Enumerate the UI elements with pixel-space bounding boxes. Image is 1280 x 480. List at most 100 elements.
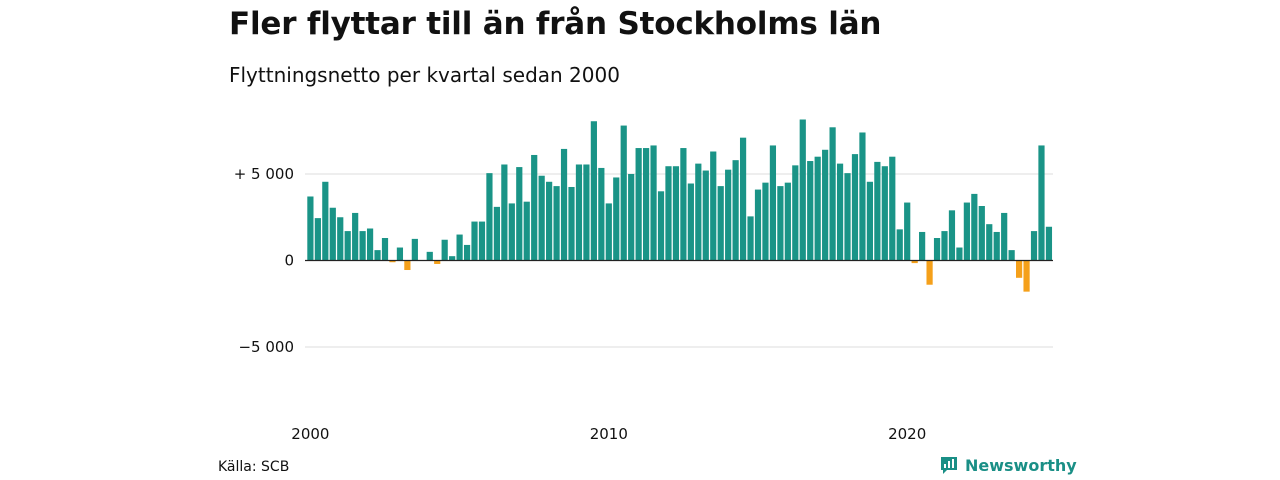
bar <box>352 212 359 261</box>
bar <box>710 151 717 261</box>
bar <box>650 145 657 261</box>
bar <box>1001 212 1008 261</box>
bar <box>337 217 344 261</box>
bar <box>628 174 635 261</box>
bar <box>374 250 381 261</box>
bar <box>680 148 687 261</box>
bar <box>434 260 441 264</box>
bar <box>404 260 411 271</box>
bar <box>881 166 888 261</box>
bar <box>1023 260 1030 292</box>
brand-logo[interactable]: Newsworthy <box>939 455 1077 475</box>
bar <box>836 163 844 261</box>
bar <box>553 186 560 261</box>
bar <box>859 132 866 261</box>
bar <box>829 127 836 261</box>
bar <box>381 238 389 261</box>
bar <box>531 154 538 261</box>
bar <box>739 137 747 261</box>
bar <box>717 186 724 261</box>
y-tick-label: + 5 000 <box>234 165 294 183</box>
bar <box>732 160 739 261</box>
bar <box>919 231 926 261</box>
bar <box>986 224 993 261</box>
bar <box>463 244 471 261</box>
bar <box>605 203 612 261</box>
bar <box>695 163 702 261</box>
bar <box>643 148 650 261</box>
bar <box>590 121 597 261</box>
bar <box>702 170 709 261</box>
bar <box>516 167 523 261</box>
bar <box>1030 231 1038 261</box>
bar <box>747 216 754 261</box>
bar <box>1045 226 1053 261</box>
bar <box>620 125 627 261</box>
bar <box>784 182 791 261</box>
bar <box>560 148 568 261</box>
x-tick-label: 2000 <box>291 425 329 443</box>
chart-subtitle: Flyttningsnetto per kvartal sedan 2000 <box>229 63 620 87</box>
bar <box>613 177 620 261</box>
bar <box>963 202 970 261</box>
bar <box>941 231 948 261</box>
bar <box>344 231 351 261</box>
chart-title: Fler flyttar till än från Stockholms län <box>229 6 882 42</box>
bar <box>396 247 404 261</box>
bar <box>493 206 500 261</box>
bar <box>769 145 777 261</box>
bar <box>822 149 829 261</box>
bar <box>314 218 321 261</box>
bars <box>307 119 1053 292</box>
bar <box>956 247 963 261</box>
bar <box>478 221 486 261</box>
bar <box>1008 250 1015 261</box>
bar <box>911 260 918 264</box>
bar <box>575 164 583 261</box>
newsworthy-logo-icon <box>941 457 957 474</box>
y-tick-label: 0 <box>284 252 294 270</box>
bar <box>322 181 329 261</box>
bar <box>993 231 1000 261</box>
bar <box>851 154 859 261</box>
axes: + 5 000 0 −5 000 2000 2010 2020 <box>234 165 1053 443</box>
x-tick-label: 2020 <box>888 425 926 443</box>
bar <box>471 221 478 261</box>
bar <box>814 156 821 261</box>
bar <box>799 119 806 261</box>
bar <box>657 191 665 261</box>
bar <box>508 203 515 261</box>
bar <box>449 256 456 261</box>
bar <box>598 167 605 261</box>
bar <box>948 210 956 261</box>
bar <box>456 234 463 261</box>
bar <box>538 175 545 261</box>
bar <box>359 231 366 261</box>
bar <box>762 182 769 261</box>
bar <box>1016 260 1023 278</box>
bar <box>725 169 732 261</box>
bar <box>807 161 814 261</box>
bar <box>307 196 314 261</box>
bar <box>672 166 680 261</box>
bar <box>411 238 418 261</box>
bar <box>978 206 985 261</box>
bar <box>523 201 530 261</box>
bar <box>635 148 642 261</box>
bar <box>665 166 672 261</box>
bar <box>844 173 851 261</box>
bar <box>874 161 881 261</box>
bar <box>687 183 694 261</box>
bar <box>366 228 374 261</box>
bar <box>546 181 553 261</box>
bar <box>1038 145 1045 261</box>
bar <box>866 181 873 261</box>
bar <box>933 238 941 261</box>
bar <box>501 164 508 261</box>
bar <box>441 239 448 261</box>
bar <box>926 260 933 285</box>
brand-name: Newsworthy <box>965 455 1077 475</box>
x-tick-label: 2010 <box>590 425 628 443</box>
y-tick-label: −5 000 <box>238 338 294 356</box>
